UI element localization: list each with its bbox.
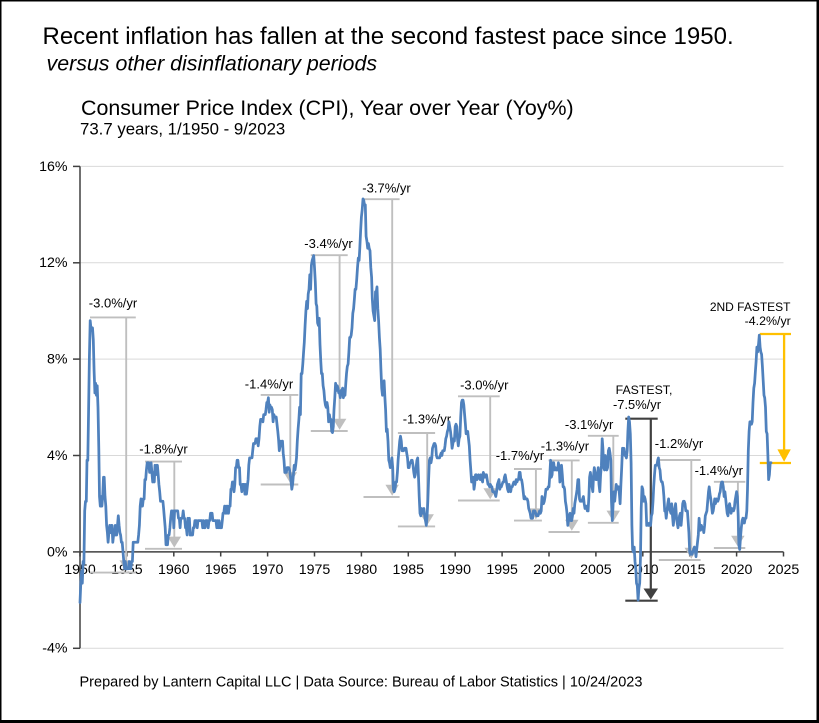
svg-text:2005: 2005 [580,562,612,578]
svg-text:2025: 2025 [768,562,800,578]
svg-text:1965: 1965 [205,562,237,578]
svg-text:8%: 8% [47,352,68,368]
svg-text:12%: 12% [39,255,68,271]
svg-text:1960: 1960 [158,562,190,578]
svg-text:Recent inflation has fallen at: Recent inflation has fallen at the secon… [43,23,734,50]
svg-text:1995: 1995 [486,562,518,578]
svg-text:-7.5%/yr: -7.5%/yr [613,397,662,412]
svg-text:73.7 years, 1/1950 - 9/2023: 73.7 years, 1/1950 - 9/2023 [80,120,285,139]
svg-text:1990: 1990 [439,562,471,578]
svg-text:2020: 2020 [721,562,753,578]
svg-text:1975: 1975 [299,562,331,578]
svg-text:-3.4%/yr: -3.4%/yr [304,236,353,251]
svg-text:4%: 4% [47,448,68,464]
svg-text:FASTEST,: FASTEST, [616,383,673,397]
svg-text:versus other disinflationary p: versus other disinflationary periods [47,52,378,76]
svg-text:-4%: -4% [42,641,68,657]
svg-text:-1.8%/yr: -1.8%/yr [139,442,188,457]
svg-text:-1.4%/yr: -1.4%/yr [245,377,294,392]
svg-text:-1.3%/yr: -1.3%/yr [403,412,452,427]
svg-text:-1.2%/yr: -1.2%/yr [655,436,704,451]
svg-text:-1.3%/yr: -1.3%/yr [541,439,590,454]
svg-text:Consumer Price Index (CPI), Ye: Consumer Price Index (CPI), Year over Ye… [81,96,574,120]
svg-text:-3.0%/yr: -3.0%/yr [460,378,509,393]
svg-text:-1.4%/yr: -1.4%/yr [695,463,744,478]
svg-text:-4.2%/yr: -4.2%/yr [745,314,791,328]
svg-text:-3.0%/yr: -3.0%/yr [89,296,138,311]
svg-text:Prepared by Lantern Capital LL: Prepared by Lantern Capital LLC | Data S… [80,675,643,691]
svg-text:-3.1%/yr: -3.1%/yr [565,417,614,432]
svg-text:16%: 16% [39,159,68,175]
svg-text:-1.7%/yr: -1.7%/yr [496,448,545,463]
svg-text:1950: 1950 [64,562,96,578]
svg-text:1985: 1985 [393,562,425,578]
svg-text:1980: 1980 [346,562,378,578]
svg-text:2015: 2015 [674,562,706,578]
svg-text:2010: 2010 [627,562,659,578]
svg-text:2000: 2000 [533,562,565,578]
svg-text:2ND FASTEST: 2ND FASTEST [710,300,791,314]
svg-text:-3.7%/yr: -3.7%/yr [362,181,411,196]
svg-text:1970: 1970 [252,562,284,578]
svg-text:0%: 0% [47,544,68,560]
